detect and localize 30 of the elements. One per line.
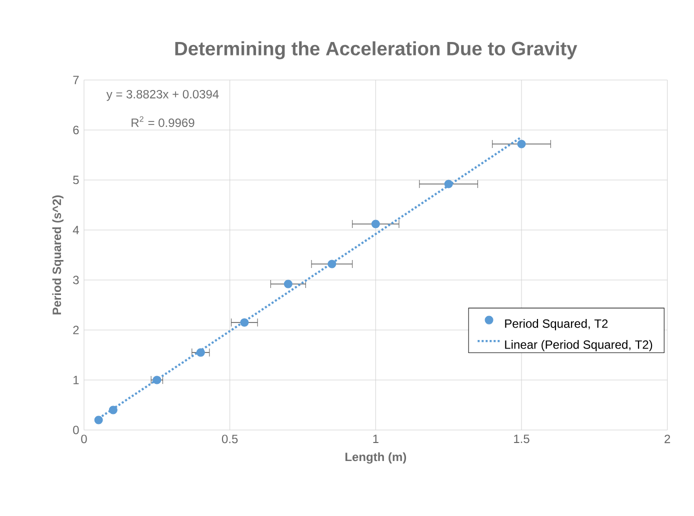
- y-tick-label: 4: [72, 226, 79, 234]
- y-tick-label: 3: [73, 276, 79, 284]
- y-tick-label: 1: [74, 376, 79, 384]
- point: [94, 416, 103, 424]
- point: [328, 260, 336, 268]
- chart-title: Determining the Acceleration Due to Gravity: [175, 41, 578, 60]
- x-tick-label: 2: [664, 434, 670, 444]
- point: [152, 376, 162, 384]
- y-tick-label: 6: [73, 126, 79, 134]
- point: [371, 220, 380, 228]
- legend-label: Linear (Period Squared, T2): [505, 340, 652, 352]
- point: [517, 140, 526, 148]
- annotation: R$^{2}$ = 0.9969: [132, 116, 194, 128]
- point: [284, 280, 292, 288]
- annotation: y = 3.8823x + 0.0394: [106, 90, 219, 101]
- point: [108, 406, 118, 414]
- y-tick-label: 2: [73, 326, 79, 334]
- x-tick-label: 1.5: [514, 434, 530, 444]
- x-tick-label: 1: [373, 434, 378, 443]
- x-tick-label: 0.5: [222, 434, 238, 444]
- y-axis-title: Period Squared (s^2): [52, 195, 64, 314]
- legend-label: Period Squared, T2: [505, 319, 608, 330]
- point: [196, 348, 205, 357]
- y-tick-label: 7: [73, 76, 79, 84]
- y-tick-label: 5: [73, 176, 79, 184]
- point: [444, 180, 453, 188]
- x-tick-label: 0: [81, 434, 87, 444]
- y-tick-label: 0: [73, 426, 79, 434]
- x-axis-title: Length (m): [345, 452, 406, 464]
- point: [240, 318, 249, 327]
